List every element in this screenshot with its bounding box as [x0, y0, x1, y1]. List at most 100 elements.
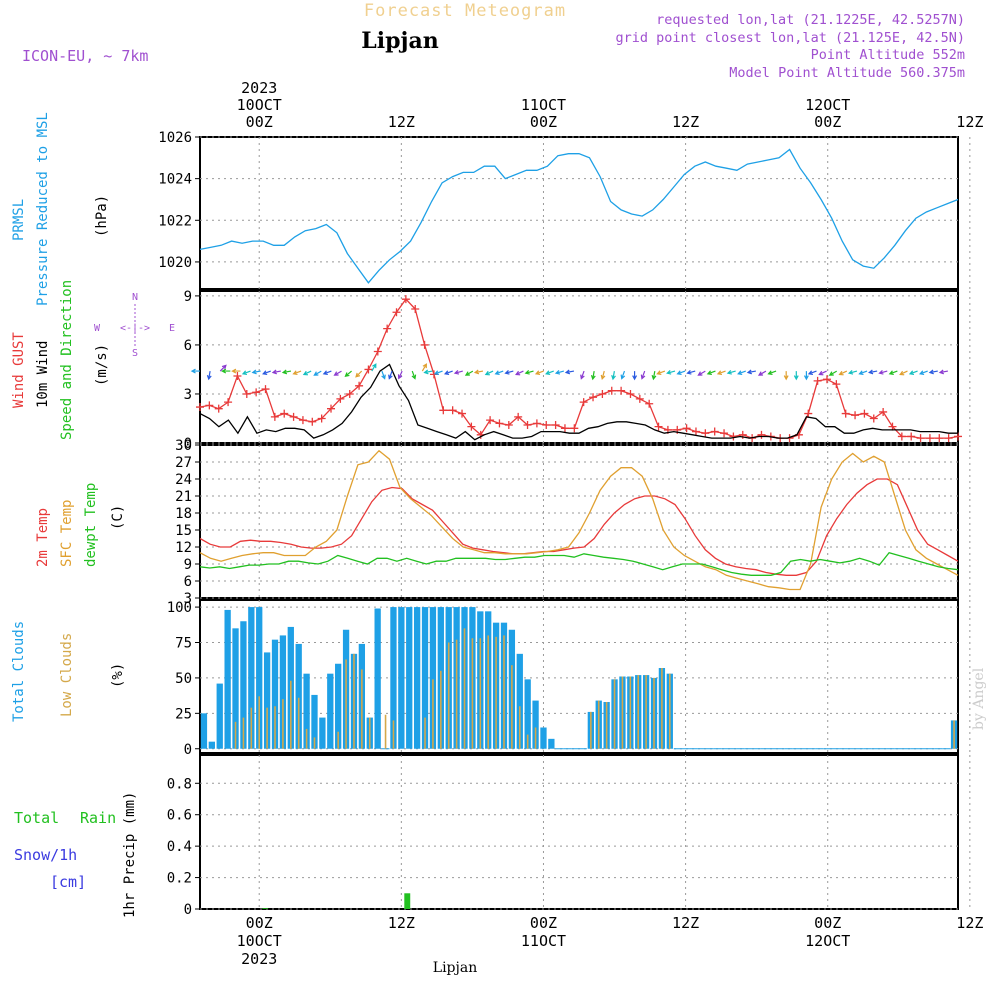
gust-marker [607, 386, 616, 395]
y-tick-label: 1022 [158, 213, 192, 229]
bar-total-clouds [232, 628, 239, 749]
bar-total-clouds [516, 653, 523, 749]
clouds-label-total: Total Clouds [11, 621, 27, 722]
bar-low-clouds [258, 696, 261, 749]
bar-total-clouds [374, 608, 381, 749]
precip-label-cm: [cm] [50, 873, 86, 891]
time-label-bottom: 12Z [388, 914, 415, 932]
gust-marker [560, 424, 569, 433]
bar-low-clouds [518, 706, 521, 749]
time-label-bottom: 10OCT [237, 932, 282, 950]
gust-marker [757, 430, 766, 439]
compass-s: S [132, 348, 138, 359]
wind-direction-arrow [818, 370, 827, 376]
wind-direction-arrow [737, 370, 746, 376]
gust-marker [804, 409, 813, 418]
model-label: ICON-EU, ~ 7km [22, 47, 148, 65]
panel-frame [199, 599, 959, 754]
wind-direction-arrow [697, 370, 706, 376]
panel-clouds: 0 25 50 75 100 [167, 599, 971, 758]
y-tick-label: 9 [184, 289, 192, 305]
precip-unit: 1hr Precip (mm) [122, 792, 138, 918]
wind-direction-arrow [313, 370, 322, 376]
temp-unit: (C) [110, 505, 126, 530]
bar-total-clouds [532, 700, 539, 749]
compass-w: W [94, 323, 101, 334]
temp-label-sfc: SFC Temp [59, 500, 75, 567]
gust-marker [233, 371, 242, 380]
bar-low-clouds [313, 737, 316, 749]
bar-low-clouds [353, 653, 355, 749]
gust-marker [420, 340, 429, 349]
precip-label-total: Total [14, 809, 59, 827]
panel-frame [199, 136, 959, 290]
y-tick-label: 50 [175, 671, 192, 687]
bar-total-clouds [263, 652, 271, 749]
panel-frame [199, 444, 959, 599]
gust-marker [635, 394, 644, 403]
wind-direction-arrow [726, 369, 736, 375]
gust-marker [860, 409, 869, 418]
wind-direction-arrow [651, 370, 657, 381]
wind-direction-arrow [534, 370, 544, 376]
bar-rain [262, 908, 269, 909]
gust-marker [486, 416, 495, 425]
bar-total-clouds [429, 607, 437, 749]
wind-direction-arrow [219, 364, 227, 372]
wind-direction-arrow [918, 370, 928, 376]
bar-low-clouds [637, 675, 640, 749]
gust-marker [252, 388, 261, 397]
time-label-top: 12Z [956, 113, 983, 131]
panel-wind: 0 3 6 9 [184, 289, 971, 452]
y-tick-label: 0 [184, 436, 192, 452]
bar-total-clouds [319, 717, 326, 749]
wind-direction-arrow [928, 369, 938, 375]
gust-marker [205, 401, 214, 410]
wind-direction-arrow [908, 370, 918, 376]
gust-marker [458, 409, 467, 418]
gust-marker [851, 411, 860, 420]
wind-direction-arrow [716, 370, 726, 376]
gust-marker [448, 406, 457, 415]
time-label-bottom: 00Z [530, 914, 557, 932]
wind-direction-arrow [344, 370, 352, 378]
bar-total-clouds [216, 683, 223, 749]
gust-marker [289, 412, 298, 421]
y-tick-label: 0 [184, 742, 192, 758]
gust-marker [270, 412, 279, 421]
pressure-label-2: Pressure Reduced to MSL [35, 112, 51, 306]
gust-marker [897, 432, 906, 441]
wind-direction-arrow [388, 370, 393, 380]
gust-marker [242, 389, 251, 398]
bar-low-clouds [669, 673, 671, 749]
y-tick-label: 15 [175, 523, 192, 539]
wind-direction-arrow [241, 370, 251, 376]
bar-low-clouds [455, 639, 458, 749]
time-label-bottom: 12Z [672, 914, 699, 932]
wind-direction-arrow [706, 370, 716, 376]
y-tick-label: 3 [184, 387, 192, 403]
wind-direction-arrow [746, 369, 756, 375]
bar-total-clouds [303, 673, 310, 749]
wind-direction-arrow [423, 369, 433, 375]
wind-direction-arrow [554, 369, 564, 375]
wind-direction-arrow [793, 371, 799, 381]
wind-direction-arrow [803, 371, 809, 381]
wind-label-gust: Wind GUST [11, 332, 27, 408]
gust-marker [336, 394, 345, 403]
bar-total-clouds [295, 643, 302, 749]
bar-low-clouds [242, 717, 245, 749]
bar-low-clouds [526, 734, 529, 749]
gust-marker [317, 414, 326, 423]
bar-low-clouds [392, 720, 395, 749]
gust-marker [523, 421, 532, 430]
bar-low-clouds [234, 721, 237, 749]
wind-direction-arrow [221, 368, 231, 374]
bar-low-clouds [605, 702, 608, 749]
bar-low-clouds [463, 628, 466, 749]
gust-marker [401, 295, 410, 304]
wind-direction-arrow [666, 369, 676, 375]
gust-marker [598, 389, 607, 398]
wind-direction-arrow [281, 369, 292, 375]
time-label-top: 11OCT [521, 96, 566, 114]
